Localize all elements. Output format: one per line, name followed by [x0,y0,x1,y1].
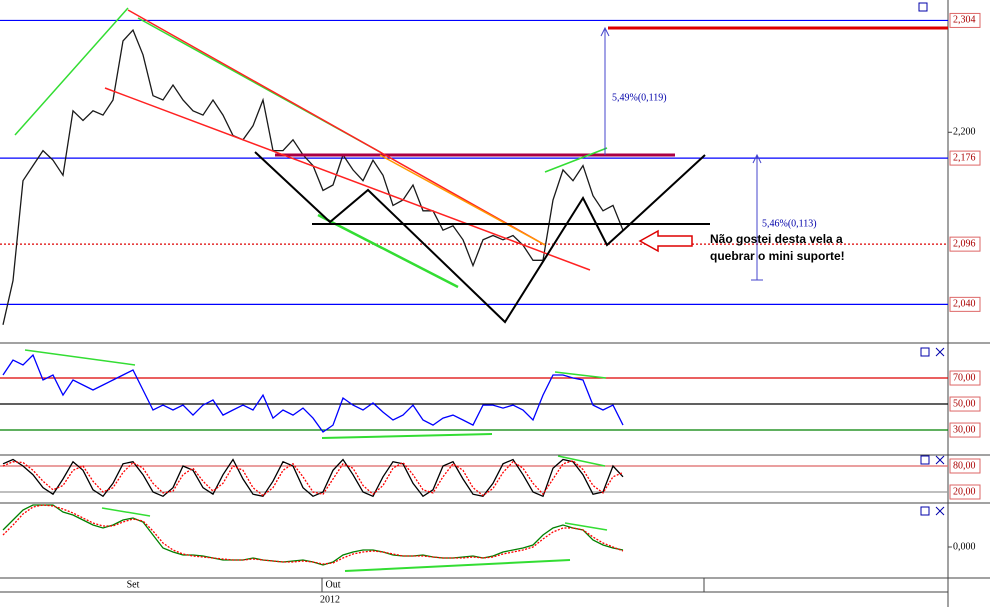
drawing-tools [14,7,948,572]
y-tick-label: 2,176 [953,152,976,163]
y-tick-label: 50,00 [953,398,976,409]
y-tick-label: 2,200 [953,127,976,138]
tick-box [949,422,981,438]
window-buttons[interactable] [918,2,945,516]
tick-box [949,484,981,500]
y-tick-label: 0,000 [953,541,976,552]
tick-box [949,150,981,166]
annotation: 5,49%(0,119) [612,92,667,103]
comment: quebrar o mini suporte! [710,249,845,263]
comment: Não gostei desta vela a [710,232,843,246]
tick-box [949,236,981,252]
tick-box [949,12,981,28]
series-line [2,460,624,497]
series-line [2,504,624,566]
annotation: 5,46%(0,113) [762,218,817,229]
y-tick-label: 20,00 [953,486,976,497]
tick-box [949,370,981,386]
series-line [2,353,624,433]
y-tick-label: 30,00 [953,424,976,435]
y-tick-label: 2,040 [953,299,976,310]
tick-box [949,396,981,412]
plot-area: Set Out 2,040 2,096 2,176 2,200 2,304 30,00 50,0… [0,12,981,590]
tick-box [949,458,981,474]
x-tick-label: Set [127,579,140,590]
y-tick-label: 2,096 [953,238,976,249]
x-tick-label: Out [326,579,341,590]
y-tick-label: 2,304 [953,15,976,26]
x-group-label: 2012 [320,594,340,605]
y-tick-label: 70,00 [953,372,976,383]
series-line [2,458,624,498]
y-tick-label: 80,00 [953,460,976,471]
series-line [2,504,624,565]
tick-box [949,296,981,312]
